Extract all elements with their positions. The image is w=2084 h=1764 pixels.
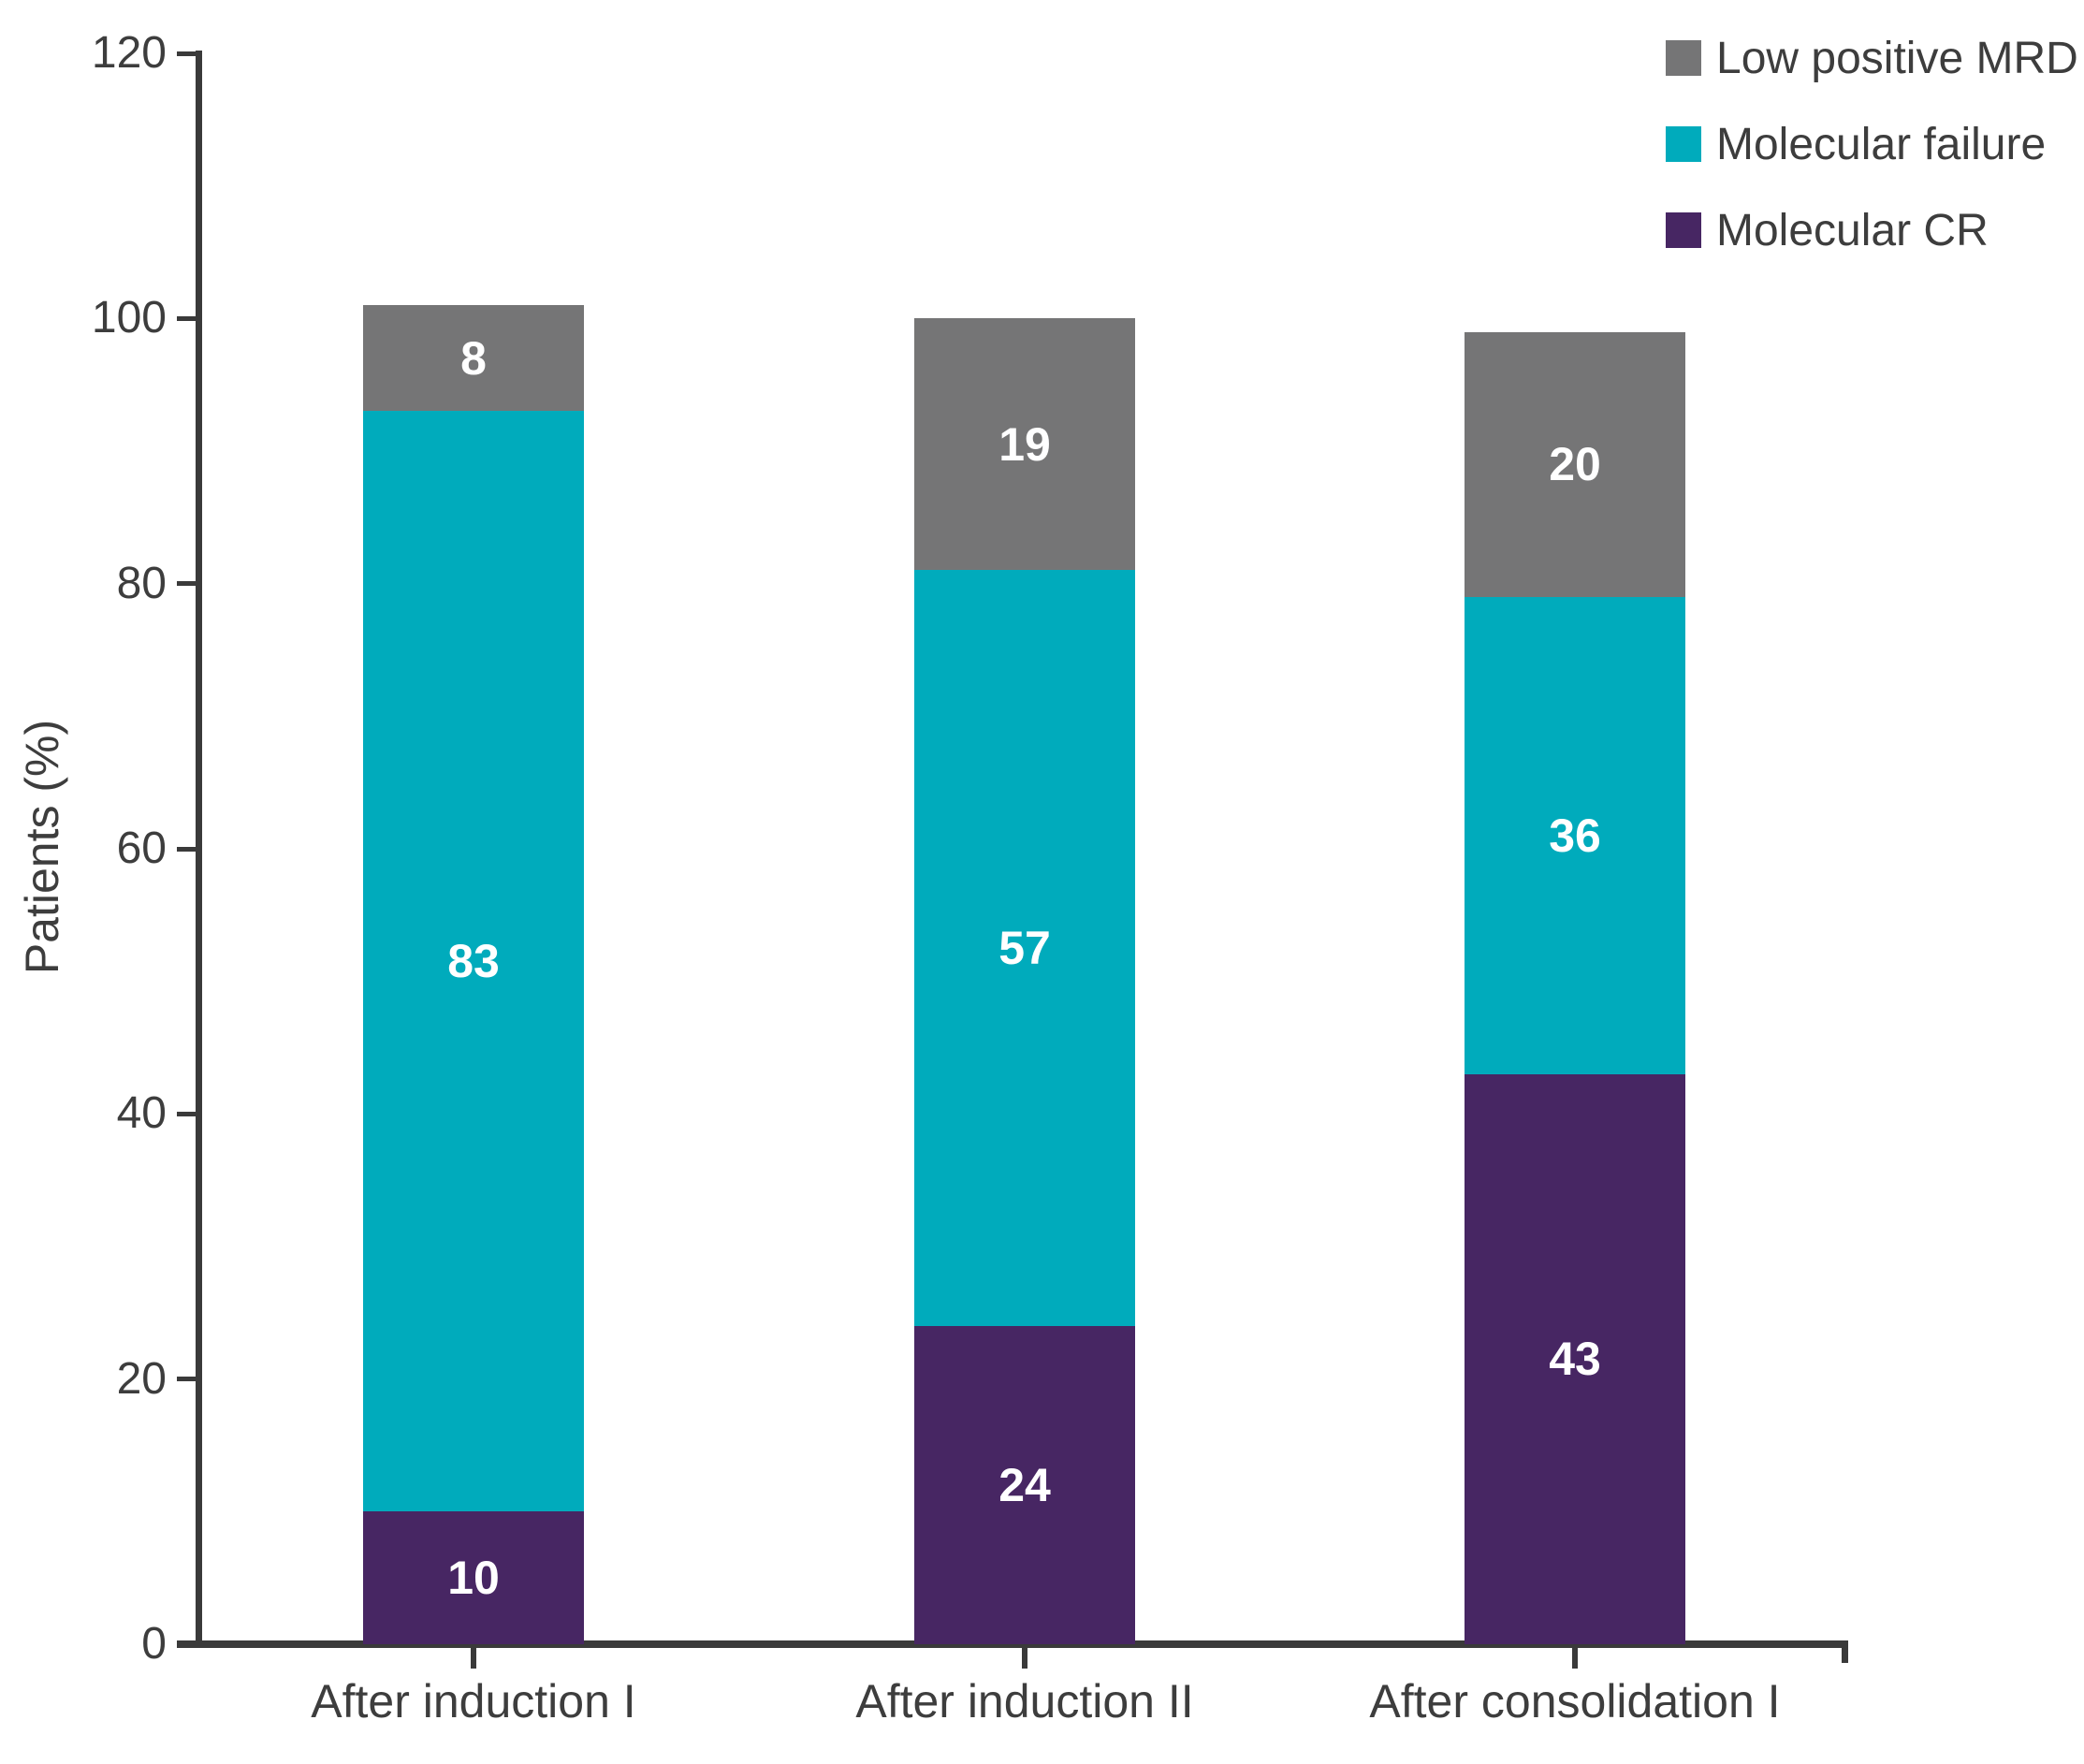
y-tick-label: 0 xyxy=(141,1619,167,1669)
legend-label: Low positive MRD xyxy=(1716,33,2078,83)
bar-segment: 24 xyxy=(914,1325,1135,1644)
y-tick-label: 40 xyxy=(116,1088,167,1139)
x-tick xyxy=(1572,1648,1578,1669)
bar-value-label: 19 xyxy=(998,417,1051,471)
x-tick-label: After induction I xyxy=(311,1675,636,1728)
x-tick-label: After induction II xyxy=(855,1675,1194,1728)
y-tick xyxy=(177,846,196,852)
x-axis-line xyxy=(177,1640,1848,1648)
legend-item: Low positive MRD xyxy=(1666,33,2078,83)
x-axis-end-tick xyxy=(1842,1640,1848,1663)
y-tick xyxy=(177,51,196,56)
bar: 8 83 10 xyxy=(363,305,584,1644)
bar-segment: 8 xyxy=(363,305,584,412)
y-tick xyxy=(177,1111,196,1116)
y-tick xyxy=(177,315,196,321)
legend-label: Molecular CR xyxy=(1716,205,1989,255)
legend-swatch xyxy=(1666,126,1701,162)
bar-value-label: 20 xyxy=(1549,438,1601,491)
legend-item: Molecular CR xyxy=(1666,206,2078,255)
bar-segment: 57 xyxy=(914,570,1135,1326)
legend-swatch xyxy=(1666,40,1701,76)
bar-value-label: 10 xyxy=(447,1552,500,1605)
bar-segment: 43 xyxy=(1465,1073,1685,1644)
bar-segment: 20 xyxy=(1465,331,1685,597)
legend-swatch xyxy=(1666,212,1701,248)
y-tick-label: 60 xyxy=(116,824,167,873)
y-tick xyxy=(177,1377,196,1382)
y-tick-label: 80 xyxy=(116,558,167,608)
bar-value-label: 36 xyxy=(1549,809,1601,862)
bar-value-label: 43 xyxy=(1549,1333,1601,1386)
bar-segment: 19 xyxy=(914,318,1135,571)
bar-segment: 36 xyxy=(1465,596,1685,1074)
bar: 19 57 24 xyxy=(914,318,1135,1644)
legend-item: Molecular failure xyxy=(1666,119,2078,169)
legend-label: Molecular failure xyxy=(1716,119,2047,169)
y-tick xyxy=(177,1641,196,1647)
legend: Low positive MRD Molecular failure Molecul… xyxy=(1666,34,2078,292)
y-tick-label: 120 xyxy=(91,28,167,78)
y-tick-label: 100 xyxy=(91,293,167,343)
y-axis-line xyxy=(196,51,202,1648)
bar-value-label: 57 xyxy=(998,922,1051,975)
y-tick-label: 20 xyxy=(116,1353,167,1404)
bar-value-label: 24 xyxy=(998,1458,1051,1511)
bar-segment: 10 xyxy=(363,1511,584,1644)
bar-value-label: 83 xyxy=(447,935,500,988)
y-tick xyxy=(177,581,196,587)
x-tick xyxy=(471,1648,476,1669)
x-tick xyxy=(1022,1648,1027,1669)
bar-value-label: 8 xyxy=(460,331,487,385)
x-tick-label: After consolidation I xyxy=(1369,1675,1781,1728)
bar-segment: 83 xyxy=(363,411,584,1512)
bar: 20 36 43 xyxy=(1465,331,1685,1645)
